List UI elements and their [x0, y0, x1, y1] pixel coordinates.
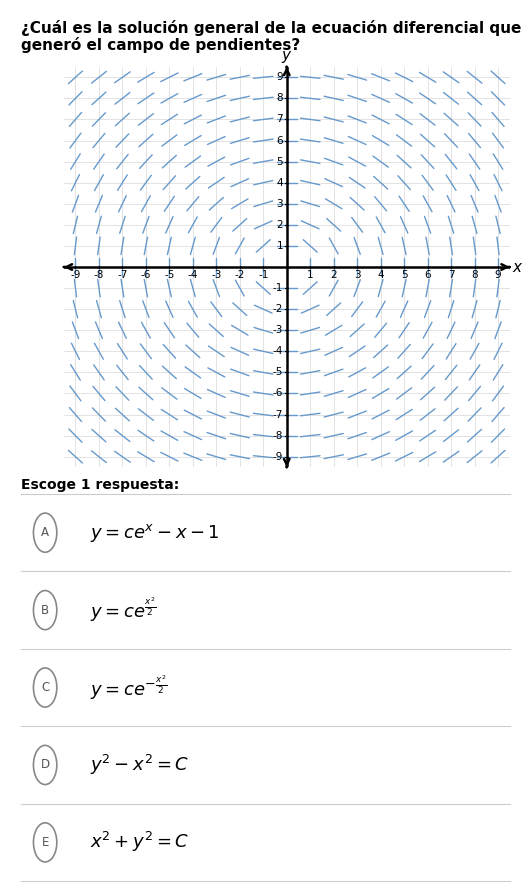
Text: 3: 3: [354, 271, 361, 280]
Text: 1: 1: [307, 271, 313, 280]
Text: 8: 8: [471, 271, 478, 280]
Text: B: B: [41, 603, 49, 617]
Text: ¿Cuál es la solución general de la ecuación diferencial que: ¿Cuál es la solución general de la ecuac…: [21, 20, 521, 36]
Text: -6: -6: [141, 271, 151, 280]
Text: $y = ce^{x} - x - 1$: $y = ce^{x} - x - 1$: [90, 522, 220, 544]
Text: -9: -9: [273, 452, 283, 462]
Text: 9: 9: [495, 271, 501, 280]
Text: $x$: $x$: [512, 260, 524, 274]
Text: -8: -8: [273, 431, 283, 441]
Text: 4: 4: [378, 271, 384, 280]
Text: 5: 5: [401, 271, 407, 280]
Text: 3: 3: [277, 198, 283, 209]
Text: -3: -3: [211, 271, 221, 280]
Text: -4: -4: [187, 271, 198, 280]
Text: $y = ce^{-\frac{x^2}{2}}$: $y = ce^{-\frac{x^2}{2}}$: [90, 674, 168, 701]
Text: -4: -4: [273, 346, 283, 356]
Text: $x^2 + y^2 = C$: $x^2 + y^2 = C$: [90, 830, 190, 854]
Text: generó el campo de pendientes?: generó el campo de pendientes?: [21, 37, 301, 53]
Text: A: A: [41, 526, 49, 539]
Text: -2: -2: [273, 304, 283, 314]
Text: -7: -7: [273, 409, 283, 419]
Text: -1: -1: [273, 283, 283, 293]
Text: 9: 9: [277, 72, 283, 82]
Text: -2: -2: [235, 271, 245, 280]
Text: $y$: $y$: [281, 49, 293, 65]
Text: -5: -5: [273, 368, 283, 377]
Text: -9: -9: [70, 271, 81, 280]
Text: 1: 1: [277, 241, 283, 251]
Text: 2: 2: [277, 220, 283, 230]
Text: 7: 7: [277, 115, 283, 125]
Text: 5: 5: [277, 157, 283, 166]
Text: E: E: [41, 836, 49, 849]
Text: 7: 7: [448, 271, 455, 280]
Text: -8: -8: [94, 271, 104, 280]
Text: -6: -6: [273, 388, 283, 399]
Text: -1: -1: [258, 271, 269, 280]
Text: 6: 6: [277, 135, 283, 146]
Text: 4: 4: [277, 178, 283, 188]
Text: 8: 8: [277, 93, 283, 103]
Text: 6: 6: [424, 271, 431, 280]
Text: $y = ce^{\frac{x^2}{2}}$: $y = ce^{\frac{x^2}{2}}$: [90, 596, 157, 624]
Text: 2: 2: [330, 271, 337, 280]
Text: C: C: [41, 681, 49, 694]
Text: D: D: [40, 758, 50, 772]
Text: Escoge 1 respuesta:: Escoge 1 respuesta:: [21, 478, 179, 492]
Text: -3: -3: [273, 325, 283, 336]
Text: -7: -7: [117, 271, 127, 280]
Text: $y^2 - x^2 = C$: $y^2 - x^2 = C$: [90, 753, 190, 777]
Text: -5: -5: [164, 271, 175, 280]
